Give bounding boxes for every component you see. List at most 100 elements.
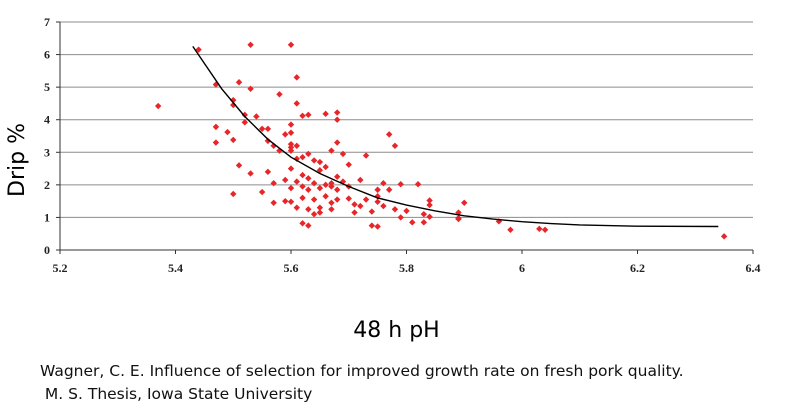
data-point [420, 210, 428, 218]
data-point [328, 180, 335, 187]
data-point [374, 198, 381, 205]
data-point [310, 180, 318, 187]
data-point [293, 142, 300, 149]
data-point [362, 152, 370, 159]
data-point [299, 112, 306, 120]
data-point [310, 157, 318, 164]
data-point [397, 181, 404, 188]
data-point [212, 123, 220, 131]
data-point [397, 214, 404, 221]
data-point [461, 199, 468, 206]
x-tick-label: 5.6 [284, 261, 299, 275]
citation: Wagner, C. E. Influence of selection for… [40, 360, 684, 406]
x-tick-label: 5.4 [168, 261, 183, 275]
data-point [235, 79, 243, 86]
data-point [374, 193, 381, 200]
data-point [380, 180, 387, 187]
data-point [536, 225, 543, 233]
data-point [258, 125, 266, 133]
data-point [385, 131, 393, 138]
x-tick-label: 6 [519, 261, 525, 275]
data-point [270, 199, 277, 206]
data-point [409, 219, 416, 226]
data-point [385, 186, 393, 193]
y-tick-label: 6 [44, 48, 50, 62]
x-axis-label: 48 h pH [353, 318, 440, 343]
data-point [154, 102, 162, 110]
data-point [253, 113, 260, 120]
trend-line [192, 46, 719, 228]
data-point [455, 215, 462, 223]
data-point [374, 223, 381, 230]
data-point [420, 219, 428, 226]
data-point [299, 153, 306, 161]
data-point [507, 226, 514, 234]
data-point [299, 183, 306, 190]
data-point [357, 202, 364, 210]
data-point [230, 96, 237, 104]
data-point [282, 131, 289, 138]
citation-line-1: Wagner, C. E. Influence of selection for… [40, 362, 684, 380]
citation-line-2: M. S. Thesis, Iowa State University [40, 385, 313, 403]
y-tick-label: 5 [44, 80, 50, 94]
data-point [426, 201, 433, 209]
x-tick-label: 6.2 [630, 261, 645, 275]
data-point [322, 163, 329, 171]
y-axis-label: Drip % [5, 123, 30, 197]
data-point [380, 202, 387, 210]
axes [56, 21, 754, 254]
data-point [287, 129, 295, 136]
data-point [258, 188, 266, 196]
data-point [426, 213, 433, 220]
x-tick-labels: 5.2 5.4 5.6 5.8 6 6.2 6.4 [53, 261, 761, 275]
data-point [282, 176, 289, 184]
data-point [310, 210, 318, 218]
y-tick-label: 1 [44, 210, 50, 224]
y-tick-label: 4 [44, 113, 50, 127]
data-point [293, 178, 300, 185]
data-point [374, 186, 381, 193]
data-point [345, 195, 352, 202]
data-point [357, 176, 364, 184]
data-point [316, 158, 324, 166]
data-point [264, 168, 272, 176]
data-point [316, 209, 324, 216]
data-point [328, 199, 335, 206]
data-points [154, 41, 728, 240]
data-point [195, 46, 202, 53]
data-point [212, 139, 220, 146]
data-point [276, 91, 283, 98]
data-point [391, 142, 399, 149]
data-point [293, 74, 300, 81]
y-tick-labels: 0 1 2 3 4 5 6 7 [44, 15, 50, 257]
data-point [299, 194, 306, 202]
data-point [305, 175, 312, 182]
data-point [316, 204, 324, 211]
data-point [334, 139, 341, 146]
x-tick-label: 5.2 [53, 261, 68, 275]
data-point [235, 162, 243, 169]
data-point [287, 147, 295, 154]
data-point [247, 170, 254, 177]
data-point [241, 119, 248, 126]
data-point [316, 184, 324, 192]
data-point [264, 137, 272, 145]
data-point [270, 180, 277, 187]
data-point [310, 196, 318, 203]
data-point [293, 100, 300, 107]
data-point [334, 196, 341, 203]
data-point [391, 206, 399, 213]
data-point [241, 111, 248, 119]
data-point [287, 165, 295, 172]
data-point [334, 109, 341, 116]
data-point [287, 140, 295, 148]
data-point [322, 181, 329, 189]
y-tick-label: 7 [44, 15, 50, 29]
gridlines [60, 21, 753, 218]
scatter-chart: 0 1 2 3 4 5 6 7 5.2 5.4 5.6 5.8 6 6.2 6.4 Drip % [5, 15, 761, 275]
data-point [403, 207, 410, 215]
data-point [305, 150, 312, 158]
data-point [287, 41, 295, 48]
data-point [230, 136, 237, 144]
data-point [287, 198, 295, 205]
